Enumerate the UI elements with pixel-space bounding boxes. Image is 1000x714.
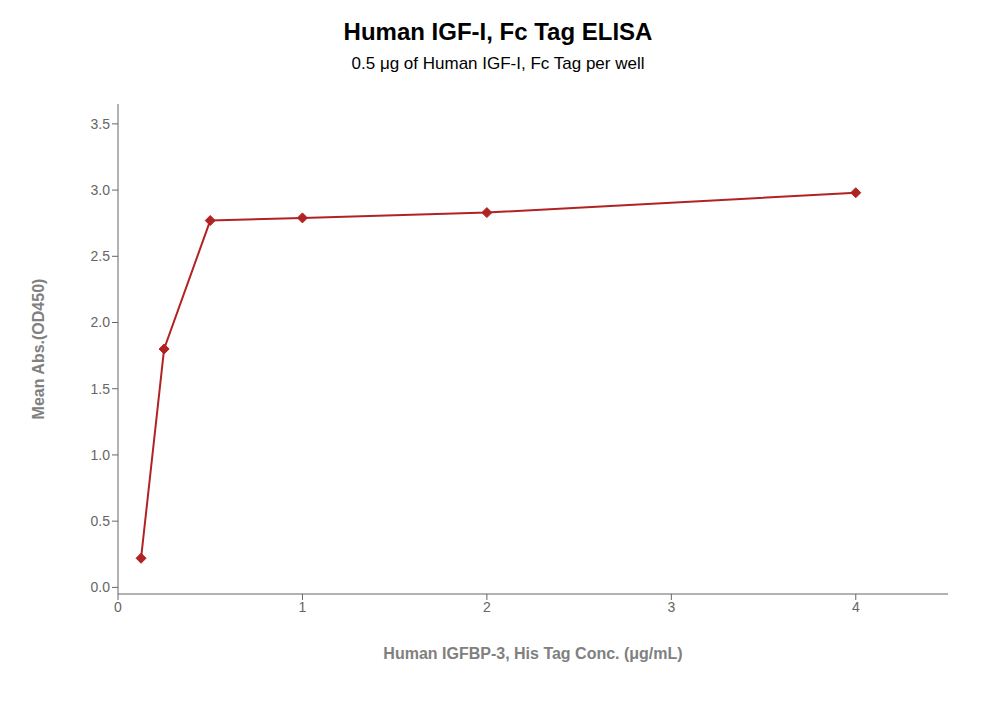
svg-text:0.5: 0.5 bbox=[91, 513, 111, 529]
svg-text:0: 0 bbox=[114, 599, 122, 615]
html-text:Human IGF-I, Fc Tag ELISA: Human IGF-I, Fc Tag ELISA bbox=[343, 18, 653, 45]
svg-text:3.5: 3.5 bbox=[91, 116, 111, 132]
svg-text:Human IGFBP-3, His Tag Conc. (: Human IGFBP-3, His Tag Conc. (μg/mL) bbox=[383, 645, 682, 662]
svg-text:2.5: 2.5 bbox=[91, 248, 111, 264]
svg-text:1: 1 bbox=[299, 599, 307, 615]
svg-text:Mean Abs.(OD450): Mean Abs.(OD450) bbox=[30, 279, 47, 420]
svg-text:4: 4 bbox=[852, 599, 860, 615]
svg-text:3: 3 bbox=[667, 599, 675, 615]
html-text:0.5 μg of Human IGF-I, Fc Tag: 0.5 μg of Human IGF-I, Fc Tag per well bbox=[351, 54, 645, 73]
svg-text:2.0: 2.0 bbox=[91, 314, 111, 330]
svg-text:1.0: 1.0 bbox=[91, 447, 111, 463]
svg-text:3.0: 3.0 bbox=[91, 182, 111, 198]
svg-text:0.0: 0.0 bbox=[91, 579, 111, 595]
svg-text:2: 2 bbox=[483, 599, 491, 615]
svg-text:1.5: 1.5 bbox=[91, 381, 111, 397]
